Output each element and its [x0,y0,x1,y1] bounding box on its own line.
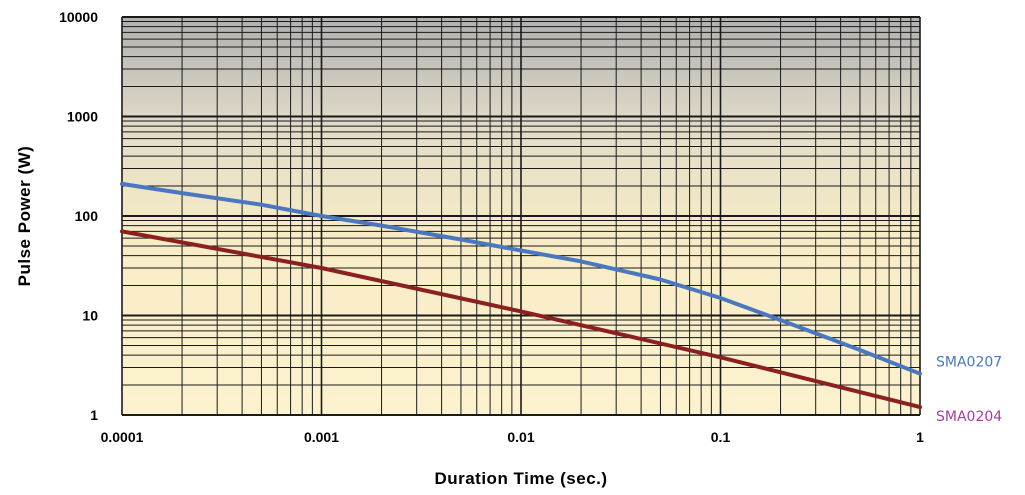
y-tick-label: 1000 [67,109,98,125]
y-tick-label: 1 [90,407,98,423]
x-tick-label: 0.001 [304,429,339,445]
x-tick-label: 0.0001 [101,429,144,445]
series-line-sma0207 [120,181,922,376]
y-axis-title: Pulse Power (W) [15,146,34,287]
x-axis-title: Duration Time (sec.) [434,469,607,488]
series-line-sma0204 [120,229,922,410]
series-lines [120,181,922,410]
y-tick-labels: 1 10 100 1000 10000 [59,9,98,423]
series-labels: SMA0207 SMA0204 [936,355,1002,425]
series-label-sma0207: SMA0207 [936,355,1002,371]
x-tick-label: 0.1 [711,429,731,445]
major-gridlines [121,16,921,416]
series-label-sma0204: SMA0204 [936,409,1002,425]
x-tick-label: 0.01 [507,429,534,445]
y-tick-label: 10000 [59,9,98,25]
y-tick-label: 100 [75,208,99,224]
x-tick-label: 1 [916,429,924,445]
x-tick-labels: 0.0001 0.001 0.01 0.1 1 [101,429,925,445]
y-tick-label: 10 [82,308,98,324]
